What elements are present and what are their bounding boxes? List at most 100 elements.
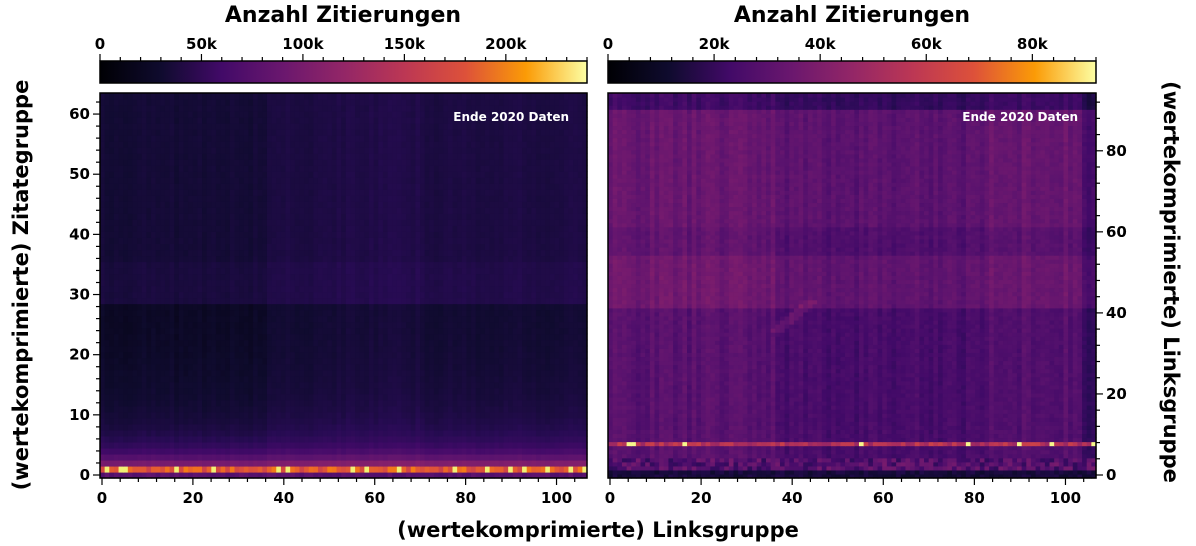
heatmap-cell [508, 195, 514, 202]
heatmap-cell [401, 465, 407, 473]
heatmap-cell [396, 255, 403, 263]
heatmap-cell [294, 351, 301, 359]
heatmap-cell [299, 351, 305, 359]
heatmap-cell [471, 315, 477, 323]
heatmap-cell [276, 399, 282, 407]
heatmap-cell [378, 225, 384, 232]
heatmap-cell [146, 297, 152, 305]
heatmap-cell [512, 447, 519, 455]
heatmap-cell [540, 291, 546, 299]
heatmap-cell [285, 195, 291, 202]
heatmap-cell [304, 315, 310, 323]
heatmap-cell [178, 261, 185, 269]
heatmap-cell [211, 387, 217, 395]
heatmap-cell [531, 429, 537, 437]
heatmap-cell [290, 423, 296, 431]
heatmap-cell [531, 423, 537, 431]
heatmap-cell [489, 453, 495, 461]
heatmap-cell [290, 375, 296, 383]
heatmap-cell [197, 405, 203, 413]
heatmap-cell [540, 429, 546, 437]
heatmap-cell [522, 351, 528, 359]
heatmap-cell [262, 417, 268, 425]
heatmap-cell [123, 447, 129, 455]
heatmap-cell [406, 279, 412, 287]
heatmap-cell [146, 423, 152, 431]
heatmap-cell [364, 471, 370, 479]
heatmap-cell [433, 273, 440, 281]
heatmap-cell [104, 465, 110, 473]
heatmap-cell [355, 339, 361, 347]
heatmap-cell [100, 381, 106, 389]
heatmap-cell [243, 459, 250, 467]
heatmap-cell [396, 279, 403, 287]
heatmap-cell [294, 339, 301, 347]
heatmap-cell [369, 303, 375, 311]
heatmap-cell [415, 255, 421, 263]
heatmap-cell [406, 243, 412, 251]
heatmap-cell [475, 339, 481, 347]
heatmap-cell [308, 309, 314, 317]
heatmap-cell [294, 417, 301, 425]
heatmap-cell [285, 267, 291, 275]
heatmap-cell [308, 315, 314, 323]
heatmap-cell [271, 369, 277, 377]
heatmap-cell [582, 423, 588, 431]
heatmap-cell [239, 369, 245, 377]
heatmap-cell [457, 351, 463, 359]
heatmap-cell [225, 435, 231, 443]
heatmap-cell [503, 201, 509, 208]
heatmap-cell [127, 195, 134, 202]
heatmap-cell [146, 327, 152, 335]
heatmap-cell [359, 321, 365, 329]
heatmap-cell [531, 213, 537, 220]
heatmap-cell [285, 219, 291, 226]
heatmap-cell [559, 219, 565, 226]
heatmap-cell [345, 291, 352, 299]
heatmap-cell [151, 273, 157, 281]
heatmap-cell [234, 375, 240, 383]
heatmap-cell [350, 459, 356, 467]
heatmap-cell [526, 225, 532, 232]
heatmap-cell [317, 219, 324, 226]
heatmap-cell [549, 351, 556, 359]
heatmap-cell [577, 465, 583, 473]
heatmap-cell [104, 207, 110, 214]
heatmap-cell [522, 429, 528, 437]
heatmap-cell [401, 423, 407, 431]
heatmap-cell [304, 399, 310, 407]
heatmap-cell [484, 369, 491, 377]
heatmap-cell [554, 231, 560, 238]
heatmap-cell [299, 339, 305, 347]
heatmap-cell [146, 429, 152, 437]
heatmap-cell [355, 315, 361, 323]
heatmap-cell [308, 207, 314, 214]
heatmap-cell [471, 273, 477, 281]
heatmap-cell [331, 225, 338, 232]
heatmap-cell [294, 225, 301, 232]
heatmap-cell [317, 447, 324, 455]
heatmap-cell [113, 297, 120, 305]
heatmap-cell [549, 249, 556, 257]
heatmap-cell [443, 423, 449, 431]
heatmap-cell [234, 453, 240, 461]
heatmap-cell [382, 255, 389, 263]
heatmap-cell [359, 387, 365, 395]
heatmap-cell [151, 327, 157, 335]
heatmap-cell [392, 399, 398, 407]
heatmap-cell [202, 297, 208, 305]
heatmap-cell [280, 207, 287, 214]
heatmap-cell [369, 435, 375, 443]
heatmap-cell [568, 315, 574, 323]
heatmap-cell [373, 315, 379, 323]
heatmap-cell [215, 249, 222, 257]
heatmap-cell [359, 405, 365, 413]
heatmap-cell [457, 231, 463, 238]
heatmap-cell [174, 393, 180, 401]
heatmap-cell [234, 297, 240, 305]
heatmap-cell [447, 219, 454, 226]
heatmap-cell [392, 339, 398, 347]
heatmap-cell [183, 363, 189, 371]
heatmap-cell [452, 297, 458, 305]
heatmap-cell [183, 279, 189, 287]
